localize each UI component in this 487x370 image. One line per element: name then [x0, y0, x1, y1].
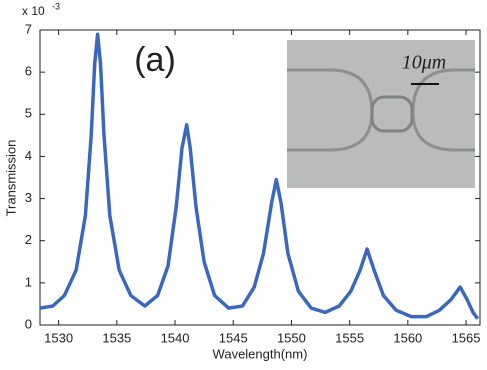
y-tick-label: 1: [25, 274, 32, 289]
x-tick-label: 1530: [44, 330, 73, 345]
panel-label: (a): [134, 41, 176, 79]
y-multiplier-exponent: -3: [52, 1, 60, 11]
inset-background: [287, 40, 475, 188]
x-tick-label: 1540: [161, 330, 190, 345]
inset-image: 10μm: [287, 40, 475, 188]
inset-center-ring: [370, 95, 414, 133]
x-tick-label: 1555: [335, 330, 364, 345]
x-tick-label: 1565: [452, 330, 481, 345]
x-axis-label: Wavelength(nm): [213, 346, 308, 361]
x-tick-label: 1550: [277, 330, 306, 345]
data-line: [39, 32, 480, 320]
x-tick-label: 1545: [219, 330, 248, 345]
scale-label: 10μm: [402, 52, 446, 74]
x-tick-label: 1535: [102, 330, 131, 345]
y-tick-label: 4: [25, 148, 32, 163]
y-tick-label: 0: [25, 316, 32, 331]
y-tick-label: 2: [25, 232, 32, 247]
y-tick-label: 7: [25, 21, 32, 36]
x-tick-label: 1560: [393, 330, 422, 345]
y-multiplier: x 10: [22, 4, 45, 18]
y-tick-label: 6: [25, 64, 32, 79]
y-axis-label: Transmission: [3, 140, 18, 217]
y-tick-label: 3: [25, 190, 32, 205]
y-tick-label: 5: [25, 106, 32, 121]
